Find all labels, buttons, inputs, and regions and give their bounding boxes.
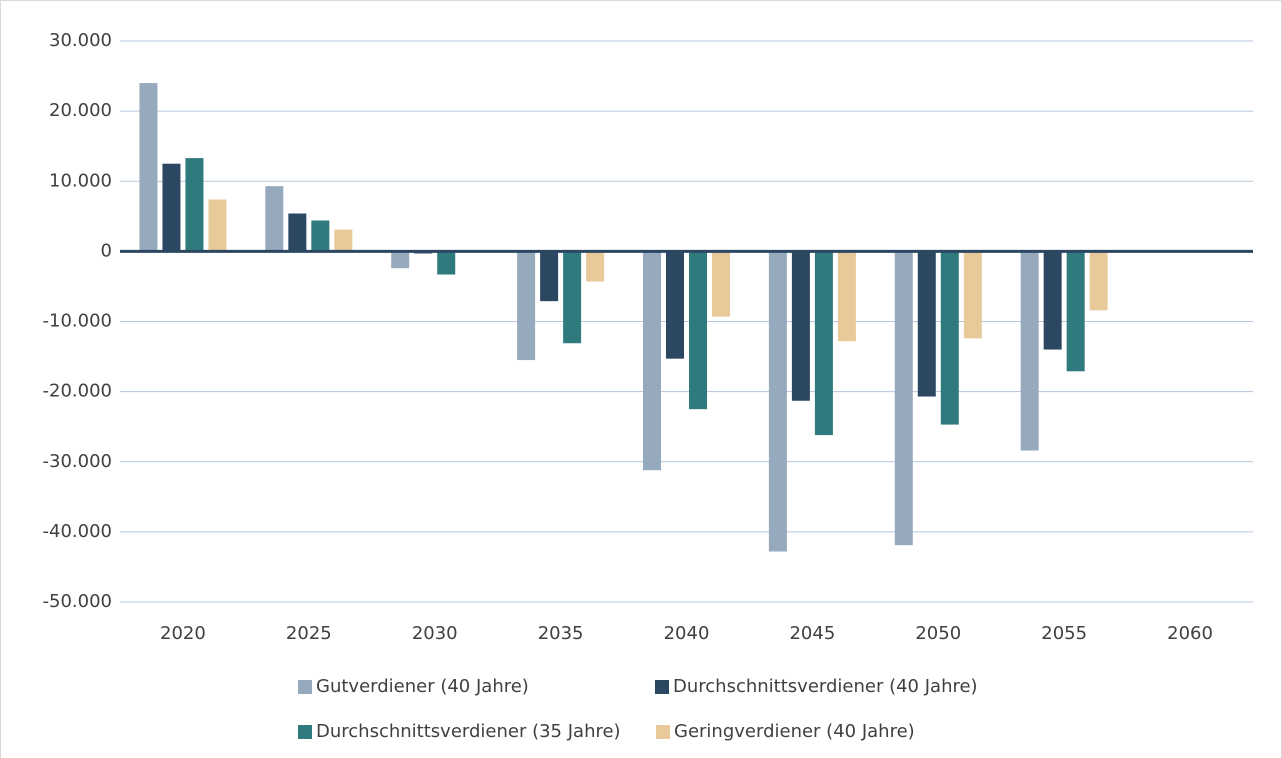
legend-swatch: [656, 725, 670, 739]
legend-swatch: [298, 680, 312, 694]
x-tick-label: 2025: [286, 623, 332, 644]
bar: [517, 251, 536, 361]
bar: [311, 220, 330, 252]
legend-label: Geringverdiener (40 Jahre): [674, 721, 915, 742]
bar: [940, 251, 959, 425]
y-tick-label: -40.000: [43, 521, 112, 542]
bar: [1043, 251, 1062, 350]
y-tick-label: 0: [101, 240, 112, 261]
legend-swatch: [655, 680, 669, 694]
bar: [837, 251, 856, 342]
x-tick-label: 2060: [1167, 623, 1213, 644]
bar: [162, 163, 181, 252]
bar: [1089, 251, 1108, 311]
legend-label: Durchschnittsverdiener (40 Jahre): [673, 676, 978, 697]
bar: [768, 251, 787, 552]
bar: [139, 83, 158, 252]
bar: [689, 251, 707, 410]
x-tick-label: 2035: [538, 623, 584, 644]
y-tick-label: 10.000: [49, 170, 112, 191]
y-tick-label: -20.000: [43, 381, 112, 402]
bar: [265, 186, 284, 252]
x-tick-label: 2045: [789, 623, 835, 644]
y-tick-label: 20.000: [49, 100, 112, 121]
legend-label: Gutverdiener (40 Jahre): [316, 676, 529, 697]
y-tick-label: -30.000: [43, 451, 112, 472]
bar: [1020, 251, 1039, 451]
bar: [540, 251, 559, 302]
x-tick-label: 2055: [1041, 623, 1087, 644]
x-tick-label: 2050: [915, 623, 961, 644]
bar: [666, 251, 684, 359]
x-tick-label: 2040: [664, 623, 710, 644]
bar: [437, 251, 456, 275]
bar: [917, 251, 936, 397]
bar: [791, 251, 810, 401]
bar: [643, 251, 661, 471]
bar: [894, 251, 913, 546]
x-tick-label: 2030: [412, 623, 458, 644]
bar: [334, 229, 353, 252]
legend-swatch: [298, 725, 312, 739]
y-tick-label: 30.000: [49, 30, 112, 51]
legend-label: Durchschnittsverdiener (35 Jahre): [316, 721, 621, 742]
bar: [712, 251, 730, 317]
bar: [563, 251, 582, 344]
bar: [814, 251, 833, 436]
x-tick-label: 2020: [160, 623, 206, 644]
bar: [1066, 251, 1085, 372]
y-tick-label: -50.000: [43, 591, 112, 612]
bar: [185, 158, 204, 252]
bar: [208, 199, 227, 252]
bar: [586, 251, 605, 282]
bar: [391, 251, 410, 269]
y-tick-label: -10.000: [43, 311, 112, 332]
bar: [963, 251, 982, 339]
bar: [288, 213, 307, 252]
